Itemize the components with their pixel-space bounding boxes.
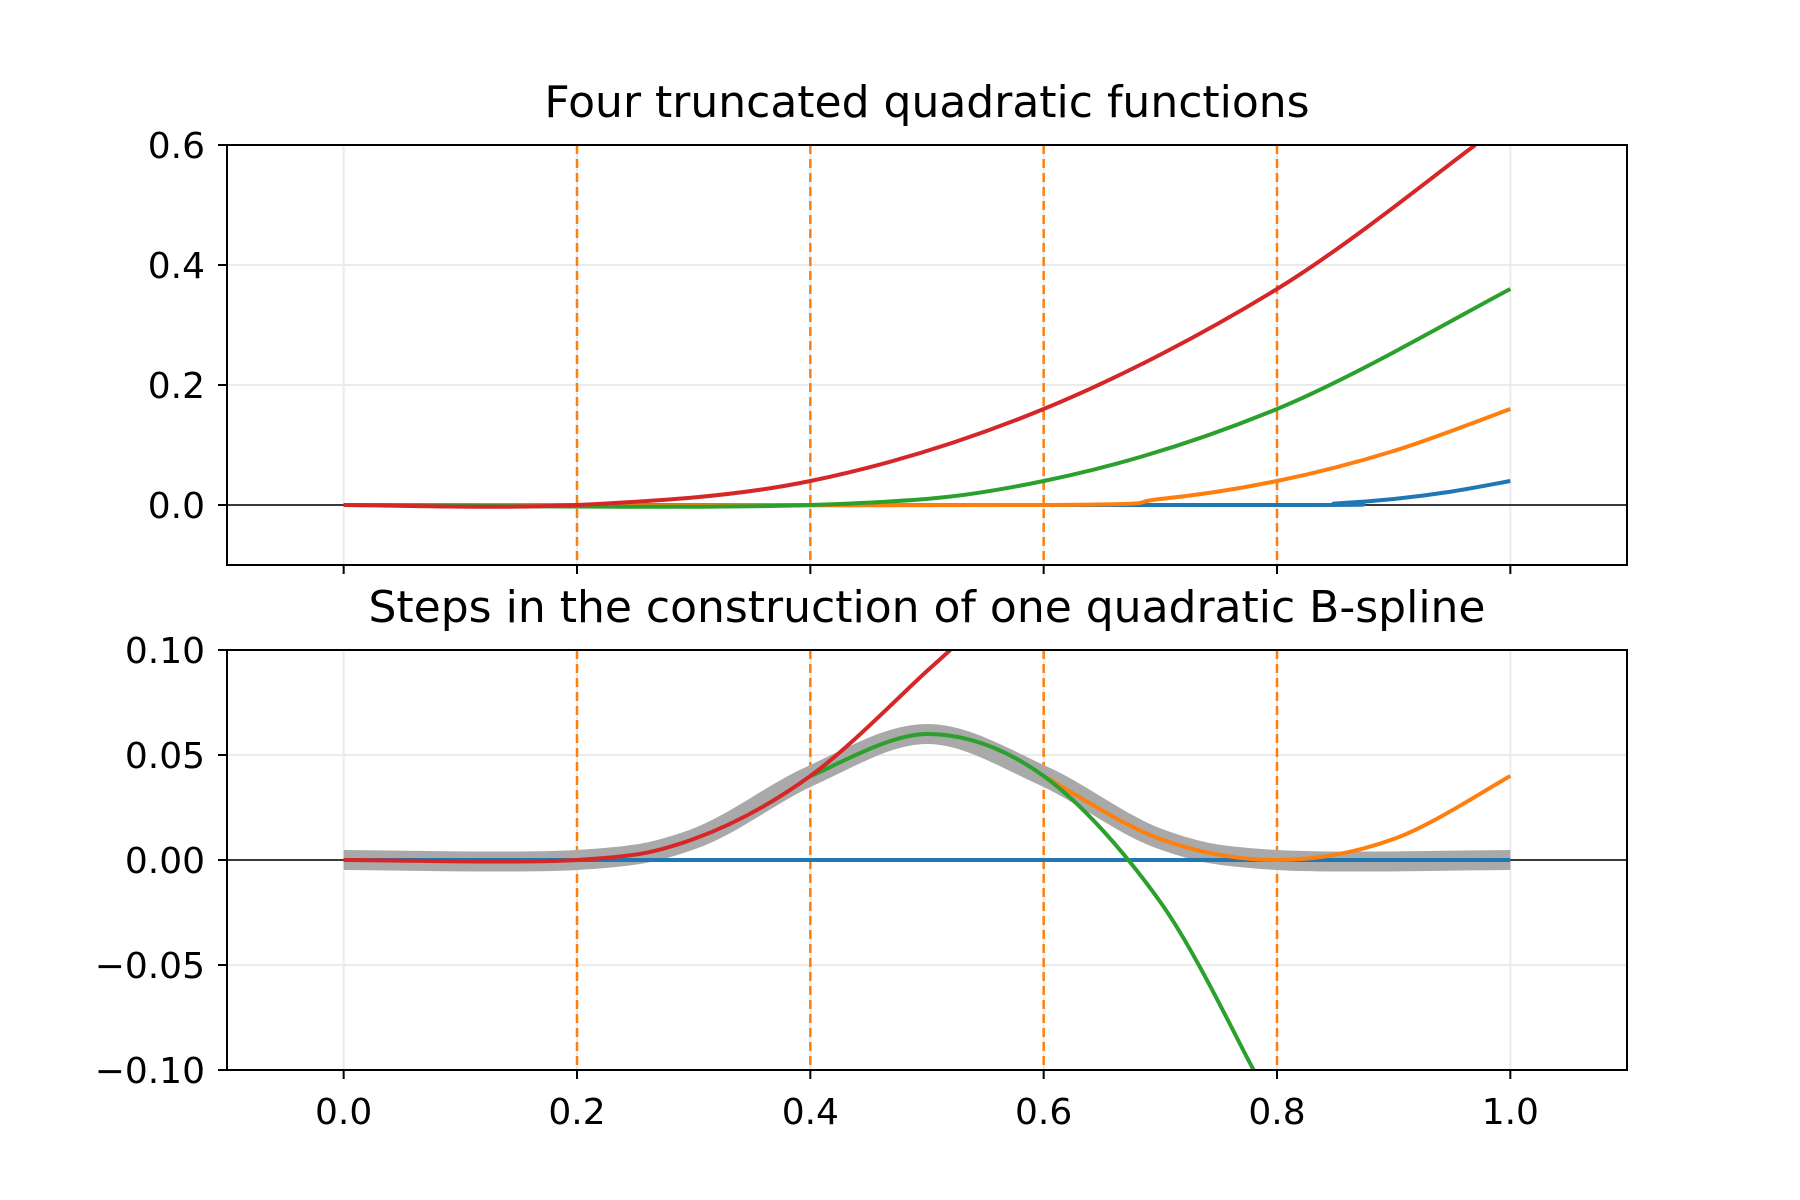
bottom-series [343, 650, 1512, 1070]
top-series-line-3 [343, 145, 1477, 509]
bottom-y-tick-label-1: −0.05 [95, 946, 205, 987]
bottom-y-tick-label-2: 0.00 [125, 841, 205, 882]
bottom-x-tick-label-3: 0.6 [1015, 1092, 1072, 1133]
bottom-series-line-3 [809, 732, 1256, 1070]
bottom-y-tick-label-4: 0.10 [125, 631, 205, 672]
top-y-tick-label-1: 0.2 [148, 366, 205, 407]
top-knot-lines [575, 145, 1279, 565]
top-y-tick-label-2: 0.4 [148, 246, 205, 287]
top-ticks: 0.0 0.2 0.4 0.6 [148, 126, 1512, 574]
bottom-series-line-0 [343, 724, 1511, 872]
top-series-line-1 [343, 407, 1512, 508]
bottom-x-tick-label-2: 0.4 [782, 1092, 839, 1133]
top-y-tick-label-3: 0.6 [148, 126, 205, 167]
top-chart-title: Four truncated quadratic functions [544, 77, 1309, 128]
bottom-series-line-4 [343, 650, 952, 864]
bottom-y-tick-label-0: −0.10 [95, 1051, 205, 1092]
top-grid [227, 144, 1627, 565]
bottom-y-tick-label-3: 0.05 [125, 736, 205, 777]
bottom-x-tick-label-1: 0.2 [548, 1092, 605, 1133]
top-y-tick-label-0: 0.0 [148, 486, 205, 527]
bottom-chart-title: Steps in the construction of one quadrat… [369, 582, 1486, 633]
top-series-line-0 [343, 479, 1511, 508]
bottom-ticks: 0.0 0.2 0.4 0.6 0.8 1.0 −0.10 −0.05 0.00 0.05 0.10 [95, 631, 1539, 1133]
bottom-panel: 0.0 0.2 0.4 0.6 0.8 1.0 −0.10 −0.05 0.00 0.05 0.10… [95, 582, 1628, 1133]
bottom-x-tick-label-4: 0.8 [1248, 1092, 1305, 1133]
top-panel: 0.0 0.2 0.4 0.6 Four truncated quadratic fu… [148, 77, 1628, 574]
top-series [343, 145, 1512, 509]
top-plot-frame [226, 144, 1628, 566]
bottom-x-tick-label-5: 1.0 [1482, 1092, 1539, 1133]
bottom-series-line-2 [1042, 774, 1512, 862]
bottom-x-tick-label-0: 0.0 [315, 1092, 372, 1133]
top-series-line-2 [343, 287, 1512, 509]
